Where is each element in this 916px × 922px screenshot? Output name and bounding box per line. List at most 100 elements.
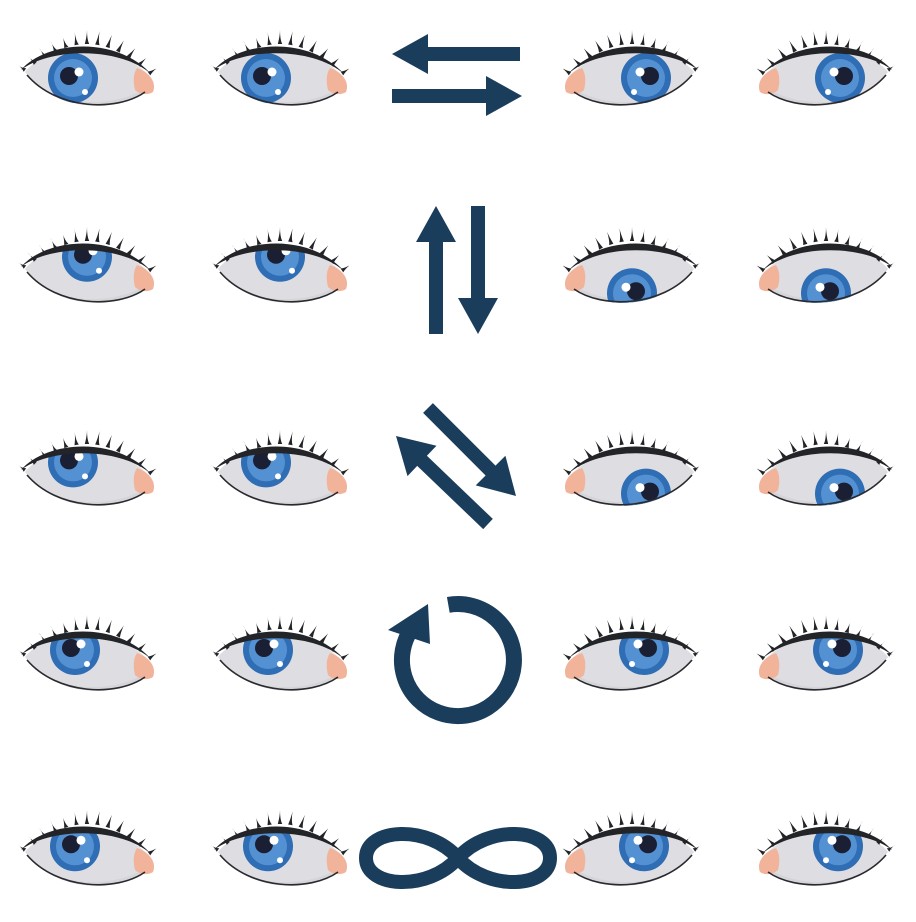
eye-horizontal-4 — [756, 30, 896, 106]
upper-lid — [568, 631, 698, 659]
pupil — [253, 67, 271, 85]
pupil — [641, 482, 659, 501]
eye-vertical-1 — [17, 227, 157, 303]
upper-lid — [214, 243, 344, 271]
upper-lid — [568, 243, 698, 271]
eyelashes — [17, 615, 157, 661]
eye-horizontal-2 — [210, 30, 350, 106]
eye-circular-1 — [17, 615, 157, 691]
upper-lid — [214, 826, 344, 854]
pupil — [835, 67, 853, 85]
iris-highlight-small — [823, 661, 829, 667]
upper-lid — [762, 826, 892, 854]
upper-lid — [21, 243, 151, 271]
caruncle — [133, 653, 155, 680]
eyelashes — [756, 227, 896, 273]
eye-infinity-4 — [756, 810, 896, 886]
pupil — [62, 639, 80, 657]
iris-highlight-small — [631, 89, 637, 95]
pupil — [255, 639, 273, 657]
lower-lid — [767, 271, 887, 303]
lower-lid — [26, 271, 146, 303]
eye-infinity-3 — [562, 810, 702, 886]
caruncle — [758, 265, 780, 292]
upper-lid — [214, 446, 344, 474]
pupil — [833, 639, 851, 657]
eyelashes — [210, 430, 350, 476]
iris-highlight — [76, 639, 86, 649]
infinity-loop — [359, 827, 557, 889]
pupil — [255, 835, 273, 854]
iris-highlight-small — [82, 89, 88, 95]
iris-highlight-small — [811, 304, 817, 310]
arrow-left — [392, 34, 520, 74]
eye-circular-2 — [210, 615, 350, 691]
lower-lid — [26, 474, 146, 506]
iris-highlight — [827, 835, 837, 845]
up-down-arrows-icon — [416, 206, 498, 334]
iris-highlight — [633, 639, 643, 649]
lower-lid — [573, 271, 693, 303]
lower-lid — [573, 659, 693, 691]
lower-lid — [767, 474, 887, 506]
iris-highlight-small — [825, 504, 831, 506]
eye-diagonal-4 — [756, 430, 896, 506]
caruncle — [758, 848, 780, 875]
iris-highlight-small — [617, 304, 623, 310]
caruncle — [758, 468, 780, 495]
caruncle — [326, 468, 348, 495]
pupil — [627, 282, 645, 301]
eyelashes — [17, 810, 157, 856]
caruncle — [564, 265, 586, 292]
iris-group — [621, 468, 671, 506]
arrow-down — [458, 206, 498, 334]
lower-lid — [219, 271, 339, 303]
iris-group — [48, 449, 98, 488]
caruncle — [326, 848, 348, 875]
pupil — [253, 451, 271, 470]
lower-lid — [219, 659, 339, 691]
pupil — [639, 639, 657, 657]
eyelashes — [210, 30, 350, 76]
circular-arrow-icon — [388, 596, 522, 725]
iris-group — [607, 268, 657, 310]
eye-circular-4 — [756, 615, 896, 691]
iris-group — [801, 268, 851, 310]
lower-lid — [26, 74, 146, 106]
iris-group — [48, 53, 98, 103]
iris-highlight-small — [275, 473, 281, 480]
eyelashes — [210, 615, 350, 661]
eyelashes — [17, 30, 157, 76]
eye-horizontal-3 — [562, 30, 702, 106]
caruncle — [326, 653, 348, 680]
pupil — [641, 67, 659, 85]
eyelashes — [756, 430, 896, 476]
caruncle — [326, 68, 348, 95]
iris-group — [241, 53, 291, 103]
lower-lid — [219, 854, 339, 886]
iris-highlight-small — [96, 267, 102, 274]
lower-lid — [573, 474, 693, 506]
eyelashes — [210, 227, 350, 273]
upper-lid — [214, 46, 344, 74]
iris-group — [815, 53, 865, 103]
iris-highlight — [76, 835, 86, 845]
caruncle — [133, 265, 155, 292]
iris-group — [815, 468, 865, 506]
eyelashes — [562, 30, 702, 76]
left-right-arrows-icon — [392, 34, 522, 116]
pupil — [821, 282, 839, 301]
caruncle — [133, 468, 155, 495]
eye-infinity-2 — [210, 810, 350, 886]
eye-circular-3 — [562, 615, 702, 691]
lower-lid — [26, 659, 146, 691]
iris-highlight-small — [275, 89, 281, 95]
lower-lid — [767, 854, 887, 886]
arrow-down-right — [423, 403, 516, 496]
upper-lid — [568, 446, 698, 474]
upper-lid — [214, 631, 344, 659]
caruncle — [564, 848, 586, 875]
eye-diagonal-3 — [562, 430, 702, 506]
lower-lid — [219, 74, 339, 106]
